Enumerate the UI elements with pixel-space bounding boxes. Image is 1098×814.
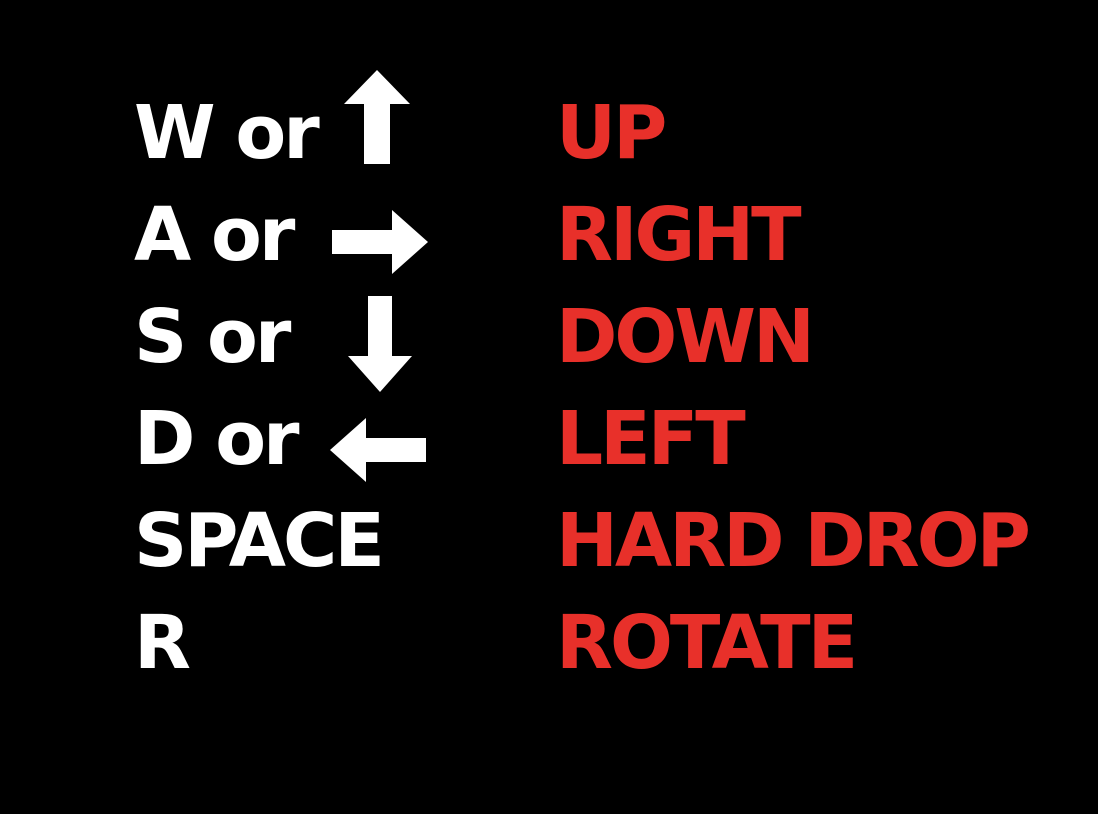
key-label: W or bbox=[134, 90, 320, 176]
arrow-right-icon bbox=[332, 210, 428, 274]
key-label: D or bbox=[134, 396, 300, 482]
key-label: R bbox=[134, 600, 191, 686]
control-row-hard-drop: SPACE HARD DROP bbox=[0, 488, 1098, 590]
action-label: HARD DROP bbox=[556, 498, 1031, 584]
action-label: ROTATE bbox=[556, 600, 858, 686]
key-label: SPACE bbox=[134, 498, 385, 584]
control-row-up: W or UP bbox=[0, 70, 1098, 182]
arrow-down-icon bbox=[348, 296, 412, 392]
action-label: RIGHT bbox=[556, 192, 802, 278]
arrow-left-icon bbox=[330, 418, 426, 482]
control-row-left: D or LEFT bbox=[0, 386, 1098, 488]
key-label: A or bbox=[134, 192, 295, 278]
action-label: UP bbox=[556, 90, 667, 176]
action-label: DOWN bbox=[556, 294, 815, 380]
arrow-up-icon bbox=[344, 70, 410, 166]
key-label: S or bbox=[134, 294, 291, 380]
control-row-right: A or RIGHT bbox=[0, 182, 1098, 284]
control-row-down: S or DOWN bbox=[0, 284, 1098, 392]
action-label: LEFT bbox=[556, 396, 746, 482]
control-row-rotate: R ROTATE bbox=[0, 590, 1098, 692]
